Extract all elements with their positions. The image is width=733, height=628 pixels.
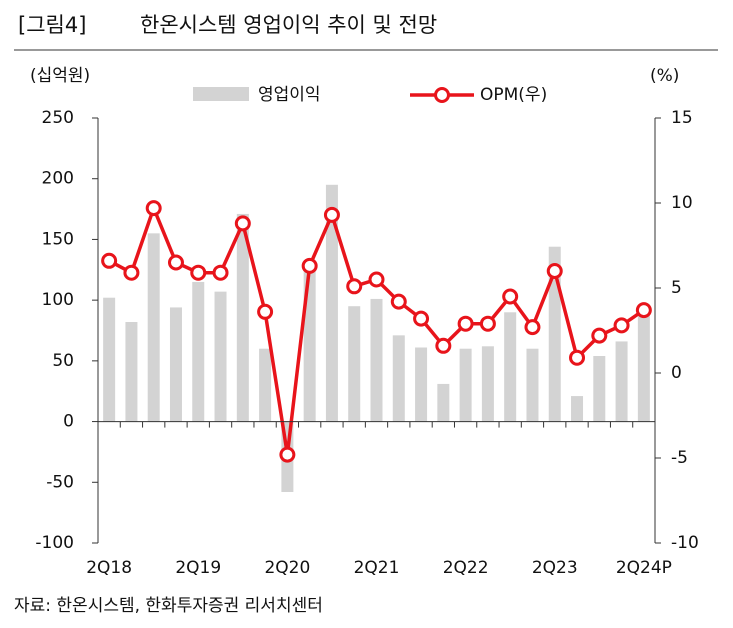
bar [415,347,428,422]
bar [504,312,517,422]
bar [325,184,338,422]
opm-marker [435,337,452,354]
legend-label: OPM(우) [480,85,547,105]
bar [637,312,650,422]
y2-tick-label: -5 [671,448,688,468]
bar [437,383,450,422]
opm-marker [546,263,563,279]
bar [103,297,116,422]
opm-marker [301,257,318,274]
opm-marker [346,278,363,295]
y2-tick-label: 5 [671,278,682,298]
bar [548,246,561,422]
y-tick-label: 0 [63,412,74,432]
y2-tick-label: 0 [671,363,682,383]
bar [615,341,628,422]
opm-marker [368,271,385,288]
opm-marker [145,200,162,217]
y2-tick-label: 10 [671,193,693,213]
bar [259,348,272,422]
y-tick-label: -50 [46,472,74,492]
legend-marker [434,87,450,103]
opm-marker [167,254,184,271]
opm-marker [123,264,140,281]
y-tick-label: 200 [42,169,74,189]
x-tick-label: 2Q19 [175,558,221,578]
chart-title: 한온시스템 영업이익 추이 및 전망 [140,13,437,37]
opm-marker [190,264,207,281]
bar [370,298,383,422]
opm-marker [591,327,608,344]
x-tick-label: 2Q23 [532,558,578,578]
bar [236,213,249,422]
y2-axis-label: (%) [650,66,679,86]
x-tick-label: 2Q21 [354,558,400,578]
x-tick-label: 2Q18 [86,558,132,578]
opm-marker [323,206,340,223]
x-tick-label: 2Q20 [264,558,310,578]
opm-marker [457,315,474,332]
opm-marker [257,303,274,320]
opm-marker [479,315,496,332]
x-tick-label: 2Q24P [616,558,672,578]
opm-marker [279,446,296,463]
bar [214,291,227,422]
bar [392,335,405,422]
opm-marker [390,293,407,310]
source: 자료: 한온시스템, 한화투자증권 리서치센터 [14,596,323,616]
bar [192,281,205,422]
opm-marker [613,317,630,334]
opm-marker [413,310,430,327]
bar [593,356,606,422]
bar [125,322,138,422]
opm-marker [635,302,652,319]
y-tick-label: -100 [35,533,74,553]
y-axis-label: (십억원) [30,66,90,86]
legend-swatch [193,87,249,101]
y2-tick-label: 15 [671,108,693,128]
bar [571,396,584,422]
y-tick-label: 250 [42,108,74,128]
bar [481,346,494,422]
y-tick-label: 100 [42,290,74,310]
y-tick-label: 150 [42,229,74,249]
bar [147,233,160,422]
bar [459,348,472,422]
figure-label: [그림4] [18,13,86,37]
legend-label: 영업이익 [258,85,321,105]
opm-marker [502,288,519,305]
y2-tick-label: -10 [671,533,699,553]
opm-marker [101,252,118,269]
opm-marker [524,319,541,336]
bar [348,306,361,422]
bar [526,348,539,422]
x-tick-label: 2Q22 [443,558,489,578]
bar [169,307,182,422]
y-tick-label: 50 [52,351,74,371]
opm-marker [569,349,586,366]
opm-marker [212,264,229,281]
opm-marker [234,215,251,232]
